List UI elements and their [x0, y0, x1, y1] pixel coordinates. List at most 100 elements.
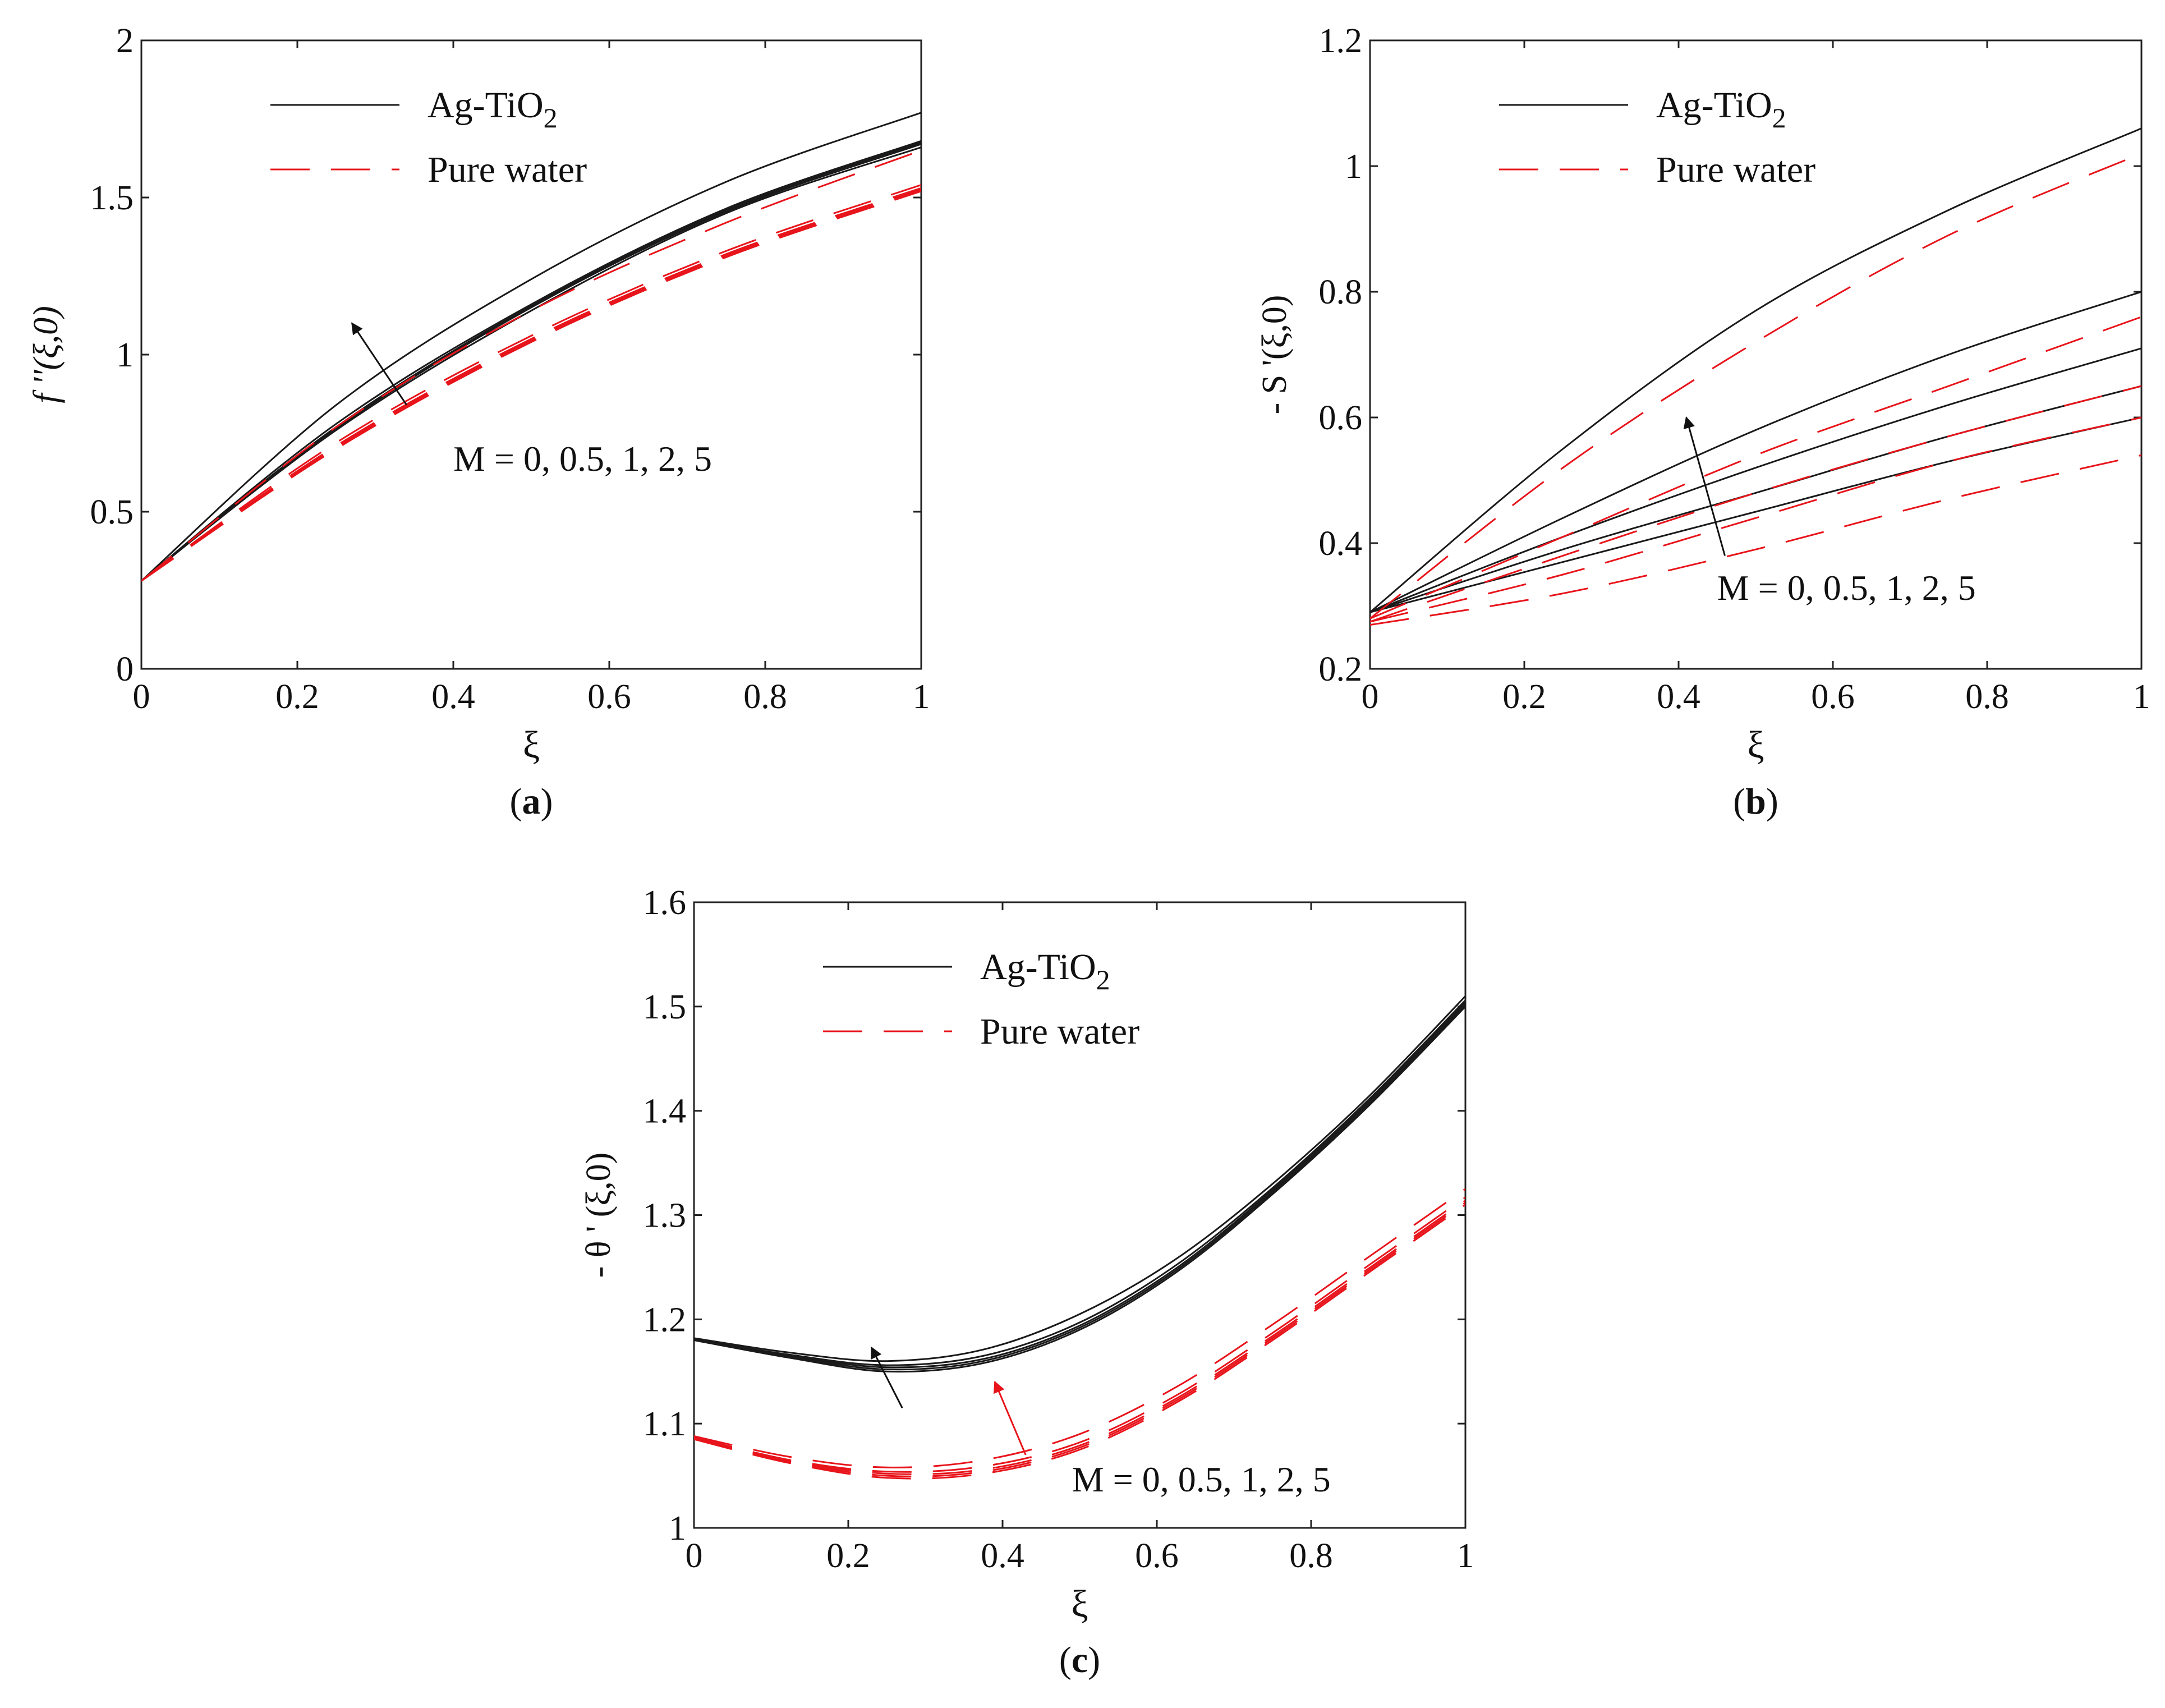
panel-c: 0 0.2 0.4 0.6 0.8 1 1 1.1 1.2 1.3 1.4 1.5 1.6 ξ - θ ' …: [580, 884, 1474, 1681]
y-tick-label: 1.4: [643, 1092, 687, 1131]
x-tick-label: 1: [913, 678, 930, 716]
ag-tio2-curve: [694, 995, 1465, 1362]
legend-label-ag-tio2-subscript: 2: [1096, 964, 1110, 995]
ag-tio2-curve: [1370, 127, 2141, 613]
legend-label-ag-tio2: Ag-TiO2: [428, 85, 558, 134]
y-axis-label: - S '(ξ,0): [1256, 295, 1294, 415]
panel-label-close: ): [1088, 1640, 1100, 1681]
y-tick-label: 1.5: [643, 988, 687, 1026]
pure-water-curve: [141, 190, 921, 582]
x-tick-label: 1: [2133, 678, 2150, 716]
pure-water-curve: [1370, 385, 2141, 623]
x-tick-label: 0.2: [1502, 678, 1546, 716]
y-tick-label: 1.1: [643, 1405, 687, 1443]
y-tick-label: 0: [116, 650, 134, 688]
ag-tio2-curve: [141, 140, 921, 582]
trend-arrow: [351, 322, 407, 406]
x-axis-label: ξ: [1747, 723, 1764, 766]
x-tick-label: 0.4: [431, 678, 475, 716]
y-axis-label: f ''(ξ,0): [27, 306, 65, 403]
y-tick-label: 0.8: [1319, 273, 1363, 311]
ag-tio2-curve: [1370, 291, 2141, 613]
y-tick-label: 0.6: [1319, 399, 1363, 437]
plot-frame: [1369, 39, 2143, 670]
pure-water-curve: [694, 1196, 1465, 1473]
panel-label-letter: b: [1745, 781, 1766, 822]
x-axis-label: ξ: [1071, 1582, 1088, 1625]
ag-tio2-curve: [141, 141, 921, 582]
legend-label-ag-tio2-text: Ag-TiO: [428, 85, 544, 126]
ag-tio2-curve: [694, 1002, 1465, 1369]
panel-label-close: ): [1766, 781, 1778, 822]
pure-water-curve: [1370, 153, 2141, 619]
x-tick-label: 0.2: [275, 678, 319, 716]
pure-water-curve: [694, 1204, 1465, 1480]
y-tick-label: 1.6: [643, 884, 687, 922]
pure-water-curve: [1370, 416, 2141, 623]
panel-label: (b): [1733, 781, 1778, 822]
x-tick-label: 0.8: [1289, 1537, 1333, 1575]
y-tick-label: 1: [1345, 148, 1362, 186]
x-tick-label: 0: [686, 1537, 703, 1575]
panel-label-letter: a: [522, 781, 541, 822]
ag-tio2-curve: [694, 1005, 1465, 1373]
pure-water-curve: [1370, 454, 2141, 626]
y-tick-label: 0.4: [1319, 525, 1363, 563]
parameter-annotation: M = 0, 0.5, 1, 2, 5: [1072, 1459, 1331, 1499]
pure-water-curve: [141, 149, 921, 582]
y-tick-label: 0.2: [1319, 650, 1363, 688]
pure-water-curve: [694, 1201, 1465, 1477]
x-tick-label: 0.6: [1135, 1537, 1179, 1575]
legend-label-ag-tio2-subscript: 2: [544, 102, 558, 134]
plot-frame: [140, 39, 922, 670]
y-tick-label: 1.2: [643, 1301, 687, 1339]
pure-water-curve: [141, 189, 921, 582]
pure-water-curve: [141, 187, 921, 582]
ag-tio2-curve: [141, 112, 921, 582]
y-axis-label: - θ ' (ξ,0): [580, 1153, 618, 1278]
ag-tio2-curve: [141, 146, 921, 582]
panel-label: (a): [510, 781, 553, 822]
y-tick-label: 0.5: [90, 493, 134, 531]
legend-label-pure-water: Pure water: [428, 149, 587, 190]
panel-label-close: ): [541, 781, 553, 822]
legend-label-ag-tio2: Ag-TiO2: [980, 947, 1110, 995]
x-tick-label: 0: [1362, 678, 1379, 716]
ag-tio2-curve: [141, 143, 921, 582]
legend-label-ag-tio2-text: Ag-TiO: [1656, 85, 1772, 126]
panel-label-open: (: [1733, 781, 1745, 822]
legend: Ag-TiO2 Pure water: [823, 947, 1139, 1052]
trend-arrow-red: [993, 1380, 1027, 1456]
x-tick-label: 0.8: [743, 678, 787, 716]
series-group: [1370, 127, 2141, 626]
series-group: [694, 995, 1465, 1480]
trend-arrow: [1683, 416, 1726, 556]
series-group: [141, 112, 921, 582]
parameter-annotation: M = 0, 0.5, 1, 2, 5: [1717, 568, 1976, 608]
legend-label-pure-water: Pure water: [980, 1011, 1139, 1052]
legend-label-pure-water: Pure water: [1656, 149, 1815, 190]
y-tick-label: 1: [116, 336, 134, 374]
x-tick-label: 0.4: [1657, 678, 1700, 716]
legend-label-ag-tio2-text: Ag-TiO: [980, 947, 1096, 988]
x-tick-label: 0.8: [1965, 678, 2009, 716]
y-tick-label: 1.2: [1319, 22, 1363, 60]
y-tick-label: 1.3: [643, 1197, 687, 1235]
x-tick-label: 0.6: [587, 678, 631, 716]
y-tick-label: 2: [116, 22, 134, 60]
parameter-annotation: M = 0, 0.5, 1, 2, 5: [453, 439, 712, 479]
trend-arrow: [870, 1346, 903, 1408]
ag-tio2-curve: [1370, 347, 2141, 613]
y-tick-label: 1: [669, 1509, 686, 1548]
x-tick-label: 0.6: [1811, 678, 1855, 716]
pure-water-curve: [694, 1188, 1465, 1468]
x-tick-label: 1: [1457, 1537, 1474, 1575]
panel-label-letter: c: [1072, 1640, 1088, 1681]
legend: Ag-TiO2 Pure water: [1499, 85, 1815, 190]
x-axis-label: ξ: [523, 723, 540, 766]
ag-tio2-curve: [694, 1004, 1465, 1371]
pure-water-curve: [694, 1200, 1465, 1475]
legend-label-ag-tio2-subscript: 2: [1772, 102, 1786, 134]
panel-b: 0 0.2 0.4 0.6 0.8 10.20.40.60.811.2ξ- S '(ξ,0…: [1256, 22, 2150, 822]
